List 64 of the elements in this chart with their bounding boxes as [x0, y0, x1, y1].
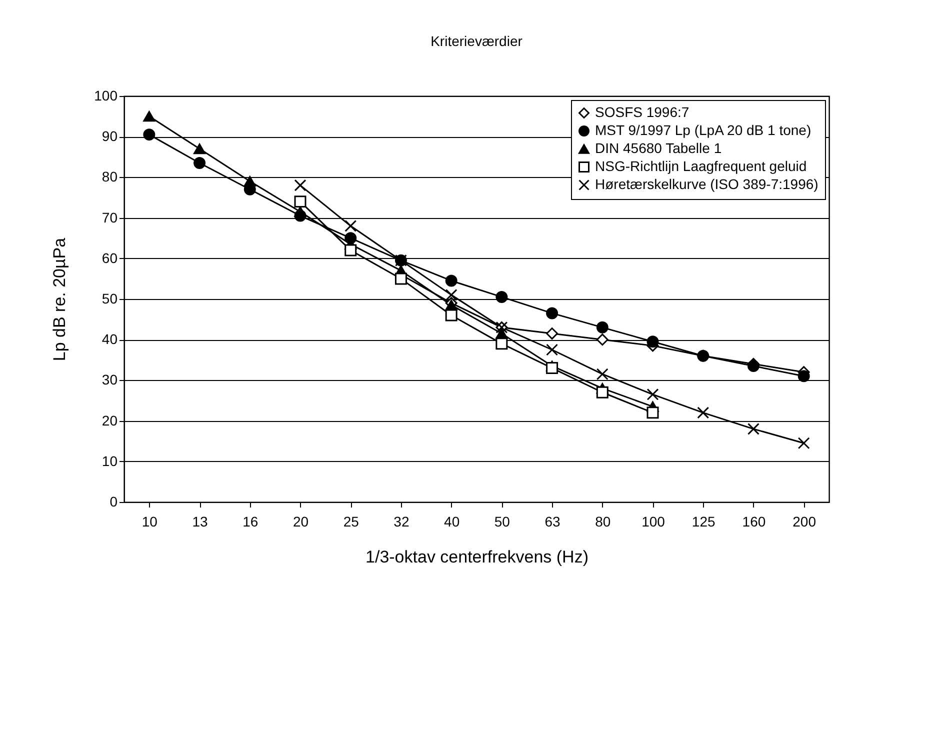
- point: [294, 179, 306, 192]
- x-tick-label: 125: [692, 514, 716, 530]
- legend-label: NSG-Richtlijn Laagfrequent geluid: [595, 158, 807, 174]
- point: [445, 288, 458, 301]
- point: [646, 336, 659, 348]
- y-tick-label: 100: [94, 88, 118, 104]
- y-tick-label: 10: [102, 452, 118, 469]
- x-tick-label: 13: [192, 514, 208, 530]
- x-tick-label: 50: [494, 514, 510, 530]
- y-tick-label: 50: [102, 290, 118, 306]
- point: [798, 437, 810, 450]
- point: [747, 360, 760, 372]
- point: [496, 290, 508, 303]
- x-tick-label: 16: [242, 514, 258, 530]
- point: [496, 338, 508, 350]
- x-axis-title: 1/3-oktav centerfrekvens (Hz): [366, 548, 588, 566]
- point: [546, 307, 558, 320]
- y-tick-label: 60: [102, 250, 118, 266]
- point: [798, 370, 810, 382]
- point: [546, 344, 558, 356]
- point: [596, 386, 608, 398]
- x-tick-label: 63: [544, 514, 561, 530]
- point: [344, 220, 357, 232]
- x-tick-label: 200: [792, 514, 816, 530]
- y-tick-label: 40: [102, 331, 118, 348]
- point: [747, 422, 760, 435]
- point: [294, 196, 306, 208]
- y-tick-label: 80: [102, 168, 118, 185]
- legend-label: Høretærskelkurve (ISO 389-7:1996): [595, 176, 818, 192]
- point: [194, 157, 206, 169]
- x-tick-label: 80: [595, 514, 611, 530]
- chart-title: Kriterieværdier: [430, 33, 523, 49]
- point: [294, 206, 306, 217]
- point: [546, 362, 558, 374]
- x-tick-label: 100: [642, 514, 666, 530]
- point: [143, 128, 156, 141]
- x-tick-label: 160: [742, 514, 766, 530]
- y-tick-label: 0: [110, 494, 118, 510]
- point: [344, 244, 357, 256]
- point: [596, 368, 608, 380]
- x-tick-label: 20: [292, 514, 309, 530]
- point: [244, 176, 256, 187]
- point: [646, 388, 659, 400]
- point: [194, 143, 206, 154]
- legend-label: MST 9/1997 Lp (LpA 20 dB 1 tone): [595, 122, 812, 138]
- y-tick-label: 70: [102, 209, 118, 226]
- point: [596, 321, 608, 334]
- y-axis-title: Lp dB re. 20µPa: [50, 237, 70, 362]
- y-tick-label: 30: [102, 372, 118, 388]
- point: [546, 328, 558, 340]
- y-tick-label: 20: [102, 412, 118, 428]
- x-tick-label: 32: [394, 514, 410, 530]
- point: [143, 111, 156, 122]
- point: [394, 272, 407, 285]
- legend-label: DIN 45680 Tabelle 1: [595, 140, 722, 156]
- point: [646, 406, 659, 419]
- point: [445, 274, 458, 287]
- point: [697, 406, 710, 419]
- x-tick-label: 10: [142, 514, 158, 530]
- y-tick-label: 90: [102, 128, 118, 144]
- legend-label: SOSFS 1996:7: [595, 104, 690, 120]
- point: [445, 309, 458, 322]
- x-tick-label: 25: [343, 514, 360, 530]
- x-tick-label: 40: [444, 514, 460, 530]
